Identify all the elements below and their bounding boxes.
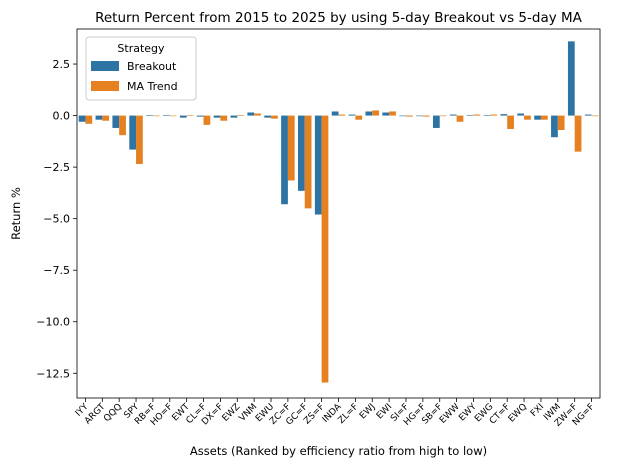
- bar-breakout-EWG: [483, 114, 491, 116]
- bar-ma-trend-VNM: [254, 113, 261, 116]
- bar-ma-trend-ZW=F: [574, 115, 582, 152]
- bar-ma-trend-HG=F: [422, 115, 430, 117]
- bar-ma-trend-ZL=F: [355, 115, 363, 120]
- bar-ma-trend-GC=F: [304, 115, 312, 209]
- x-tick-label: VNM: [238, 402, 260, 424]
- bar-breakout-ARGT: [95, 115, 103, 120]
- bar-breakout-VNM: [247, 112, 255, 116]
- bar-breakout-ZC=F: [281, 115, 288, 205]
- x-tick-label: EWQ: [507, 402, 529, 424]
- legend: Strategy Breakout MA Trend: [85, 36, 197, 101]
- y-tick-label: −12.5: [36, 367, 70, 380]
- y-tick-label: −5.0: [43, 213, 70, 226]
- bar-ma-trend-EWW: [456, 115, 464, 122]
- bar-breakout-HG=F: [416, 115, 423, 117]
- chart-title: Return Percent from 2015 to 2025 by usin…: [95, 10, 583, 26]
- bar-breakout-QQQ: [112, 115, 120, 128]
- x-tick-label: QQQ: [102, 402, 124, 424]
- bar-breakout-EWU: [264, 115, 272, 118]
- plot-frame: [76, 28, 601, 399]
- bar-breakout-SPY: [129, 115, 137, 150]
- bar-ma-trend-SI=F: [405, 115, 413, 117]
- x-axis-label: Assets (Ranked by efficiency ratio from …: [190, 444, 487, 458]
- bar-ma-trend-FXI: [540, 115, 548, 120]
- bar-ma-trend-NG=F: [591, 115, 599, 117]
- bar-breakout-SB=F: [432, 115, 440, 128]
- bar-breakout-ZS=F: [314, 115, 322, 215]
- x-axis-ticks: IYYARGTQQQSPYRB=FHO=FEWTCL=FDX=FEWZVNMEW…: [74, 398, 597, 429]
- legend-label: MA Trend: [127, 80, 178, 93]
- bar-breakout-HO=F: [163, 115, 170, 116]
- bar-ma-trend-EWG: [490, 114, 498, 116]
- y-tick-label: 2.5: [53, 58, 71, 71]
- bar-ma-trend-RB=F: [152, 115, 160, 117]
- bar-breakout-EWI: [382, 112, 390, 116]
- bar-ma-trend-HO=F: [169, 115, 177, 117]
- legend-label: Breakout: [127, 60, 177, 73]
- bar-breakout-ZL=F: [348, 114, 356, 116]
- bar-ma-trend-DX=F: [220, 115, 228, 121]
- y-axis-ticks: 2.5 0.0 −2.5 −5.0 −7.5 −10.0 −12.5: [36, 58, 77, 380]
- bar-breakout-FXI: [534, 115, 541, 120]
- bar-ma-trend-IYY: [85, 115, 93, 124]
- bar-breakout-INDA: [331, 111, 339, 116]
- bar-breakout-EWW: [449, 114, 457, 116]
- bar-ma-trend-EWY: [473, 114, 481, 116]
- bar-breakout-DX=F: [213, 115, 221, 118]
- bar-ma-trend-ARGT: [102, 115, 110, 121]
- bar-breakout-EWJ: [365, 111, 373, 116]
- bar-ma-trend-SPY: [136, 115, 143, 165]
- bar-ma-trend-ZC=F: [287, 115, 295, 181]
- bar-ma-trend-IWM: [557, 115, 565, 131]
- legend-items: Breakout MA Trend: [91, 60, 178, 93]
- bar-ma-trend-EWI: [389, 111, 396, 116]
- bar-ma-trend-EWJ: [372, 110, 379, 116]
- x-tick-label: EWW: [438, 402, 462, 426]
- legend-swatch-breakout: [91, 61, 119, 71]
- bar-ma-trend-EWU: [271, 115, 278, 119]
- bar-breakout-NG=F: [584, 114, 592, 116]
- y-tick-label: −2.5: [43, 161, 70, 174]
- bar-breakout-EWQ: [517, 113, 525, 116]
- x-tick-label: EWZ: [221, 402, 243, 424]
- bar-breakout-EWY: [466, 114, 474, 116]
- y-tick-label: 0.0: [53, 110, 71, 123]
- bar-breakout-EWZ: [230, 115, 238, 118]
- legend-swatch-ma-trend: [91, 81, 119, 91]
- y-tick-label: −7.5: [43, 264, 70, 277]
- bar-ma-trend-CT=F: [507, 115, 514, 129]
- bar-breakout-CT=F: [500, 114, 508, 116]
- x-tick-label: EWJ: [358, 402, 377, 421]
- bar-breakout-RB=F: [146, 115, 153, 116]
- bar-breakout-IYY: [78, 115, 86, 122]
- bar-ma-trend-EWT: [186, 115, 194, 116]
- bar-ma-trend-EWZ: [237, 115, 245, 116]
- bar-ma-trend-QQQ: [119, 115, 126, 136]
- y-axis-label: Return %: [9, 187, 23, 240]
- bar-ma-trend-SB=F: [439, 115, 447, 117]
- bar-ma-trend-ZS=F: [321, 115, 329, 383]
- legend-title: Strategy: [117, 42, 165, 55]
- bar-breakout-CL=F: [196, 115, 204, 117]
- bar-breakout-IWM: [551, 115, 558, 138]
- bar-breakout-GC=F: [298, 115, 305, 191]
- y-tick-label: −10.0: [36, 316, 70, 329]
- bar-breakout-EWT: [179, 115, 187, 118]
- bar-breakout-ZW=F: [567, 41, 575, 116]
- bar-ma-trend-EWQ: [524, 115, 531, 120]
- bar-ma-trend-CL=F: [203, 115, 211, 125]
- bar-breakout-SI=F: [399, 115, 406, 117]
- bar-ma-trend-INDA: [338, 114, 346, 116]
- bars-group: [78, 41, 599, 383]
